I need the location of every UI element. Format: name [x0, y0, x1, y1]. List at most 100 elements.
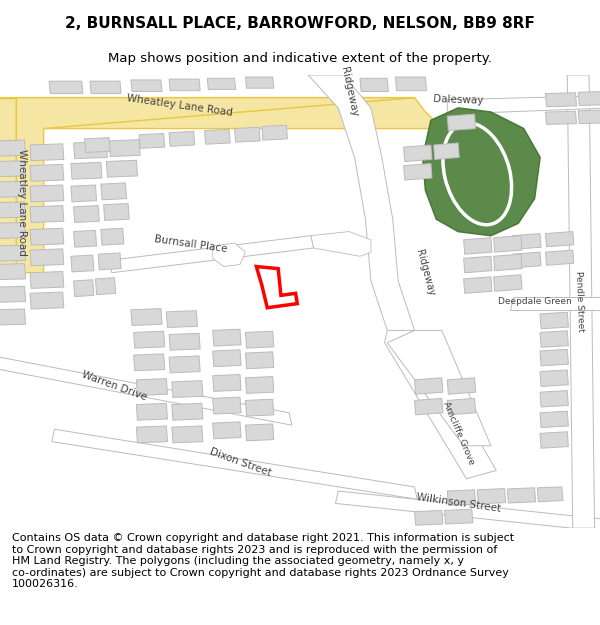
Polygon shape [30, 144, 64, 161]
Polygon shape [0, 98, 16, 272]
Polygon shape [71, 185, 97, 202]
Polygon shape [545, 250, 574, 265]
Polygon shape [30, 228, 64, 245]
Text: Dixon Street: Dixon Street [208, 446, 272, 478]
Polygon shape [494, 236, 522, 252]
Polygon shape [423, 108, 540, 236]
Polygon shape [30, 206, 64, 222]
Polygon shape [0, 355, 292, 425]
Polygon shape [213, 350, 241, 367]
Polygon shape [30, 249, 64, 266]
Text: Wheatley Lane Road: Wheatley Lane Road [127, 94, 233, 118]
Polygon shape [540, 312, 568, 329]
Polygon shape [172, 403, 203, 420]
Polygon shape [415, 511, 443, 525]
Polygon shape [213, 374, 241, 391]
Text: Pendle Street: Pendle Street [574, 271, 585, 332]
Polygon shape [213, 329, 241, 346]
Polygon shape [510, 298, 600, 310]
Polygon shape [213, 243, 245, 266]
Text: Ridgeway: Ridgeway [415, 248, 436, 297]
Polygon shape [0, 98, 447, 129]
Polygon shape [213, 397, 241, 414]
Polygon shape [540, 411, 568, 428]
Polygon shape [262, 125, 287, 140]
Polygon shape [131, 80, 162, 91]
Polygon shape [74, 230, 97, 247]
Polygon shape [0, 264, 26, 280]
Polygon shape [507, 488, 536, 503]
Polygon shape [30, 271, 64, 288]
Polygon shape [172, 381, 203, 398]
Polygon shape [109, 236, 314, 272]
Polygon shape [0, 245, 26, 261]
Polygon shape [0, 202, 26, 218]
Polygon shape [545, 92, 577, 107]
Polygon shape [213, 422, 241, 439]
Polygon shape [545, 231, 574, 247]
Polygon shape [101, 183, 127, 200]
Polygon shape [540, 391, 568, 407]
Text: Wheatley Lane Road: Wheatley Lane Road [17, 149, 27, 256]
Polygon shape [335, 491, 600, 532]
Polygon shape [245, 331, 274, 348]
Polygon shape [74, 206, 99, 222]
Polygon shape [169, 356, 200, 373]
Text: Dalesway: Dalesway [433, 94, 484, 106]
Polygon shape [447, 378, 476, 394]
Polygon shape [74, 142, 107, 159]
Polygon shape [134, 354, 165, 371]
Polygon shape [245, 77, 274, 88]
Polygon shape [540, 370, 568, 386]
Polygon shape [447, 398, 476, 415]
Polygon shape [71, 162, 102, 179]
Polygon shape [106, 160, 137, 177]
Polygon shape [245, 352, 274, 369]
Text: Warren Drive: Warren Drive [80, 369, 148, 402]
Polygon shape [0, 222, 26, 239]
Polygon shape [387, 331, 491, 446]
Polygon shape [245, 376, 274, 393]
Polygon shape [109, 139, 140, 156]
Text: Ridgeway: Ridgeway [339, 66, 359, 118]
Polygon shape [447, 490, 476, 506]
Polygon shape [136, 379, 167, 396]
Polygon shape [52, 429, 417, 499]
Polygon shape [464, 238, 492, 254]
Text: Map shows position and indicative extent of the property.: Map shows position and indicative extent… [108, 52, 492, 65]
Text: Burnsall Place: Burnsall Place [154, 234, 228, 254]
Polygon shape [0, 140, 26, 156]
Polygon shape [172, 426, 203, 443]
Polygon shape [385, 331, 496, 479]
Polygon shape [464, 256, 492, 272]
Polygon shape [245, 424, 274, 441]
Polygon shape [415, 398, 443, 415]
Polygon shape [434, 143, 459, 159]
Polygon shape [537, 487, 563, 502]
Polygon shape [49, 81, 83, 94]
Text: Wilkinson Street: Wilkinson Street [415, 492, 501, 514]
Polygon shape [0, 161, 26, 177]
Polygon shape [494, 254, 522, 271]
Polygon shape [447, 114, 476, 131]
Polygon shape [494, 275, 522, 291]
Polygon shape [136, 426, 167, 443]
Text: 2, BURNSALL PLACE, BARROWFORD, NELSON, BB9 8RF: 2, BURNSALL PLACE, BARROWFORD, NELSON, B… [65, 16, 535, 31]
Polygon shape [578, 91, 600, 106]
Polygon shape [395, 77, 427, 91]
Polygon shape [235, 127, 260, 142]
Polygon shape [136, 403, 167, 420]
Polygon shape [207, 78, 236, 89]
Polygon shape [71, 255, 94, 272]
Polygon shape [90, 81, 121, 94]
Polygon shape [30, 185, 64, 202]
Polygon shape [0, 286, 26, 302]
Polygon shape [477, 489, 506, 504]
Polygon shape [308, 75, 431, 372]
Text: Arncliffe Grove: Arncliffe Grove [441, 401, 476, 466]
Text: Contains OS data © Crown copyright and database right 2021. This information is : Contains OS data © Crown copyright and d… [12, 533, 514, 589]
Polygon shape [404, 164, 432, 180]
Polygon shape [30, 164, 64, 181]
Polygon shape [131, 309, 162, 326]
Polygon shape [30, 292, 64, 309]
